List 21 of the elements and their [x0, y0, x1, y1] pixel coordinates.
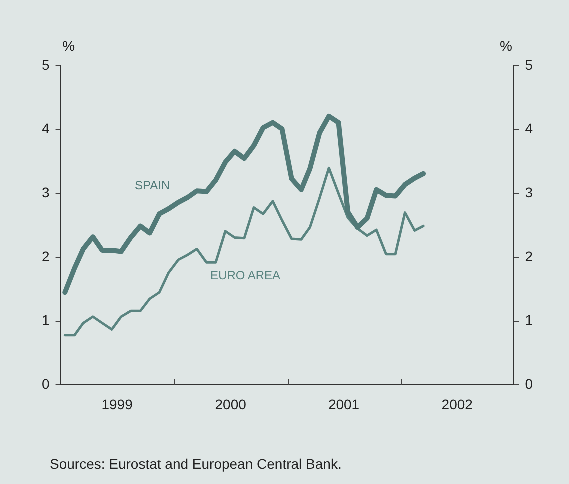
- y-tick-label: 3: [42, 184, 50, 201]
- y2-tick-label: 4: [525, 120, 534, 137]
- y-tick-label: 4: [42, 120, 50, 137]
- y2-tick-label: 2: [525, 248, 534, 264]
- y2-tick-label: 3: [525, 184, 534, 201]
- y2-tick-label: 1: [525, 312, 534, 328]
- x-tick-label: 2001: [328, 396, 360, 412]
- source-note: Sources: Eurostat and European Central Bank.: [50, 456, 342, 472]
- series-label: EURO AREA: [210, 268, 281, 283]
- y-tick-label: 2: [42, 248, 50, 264]
- y-tick-label: 5: [42, 56, 50, 73]
- series-label: SPAIN: [135, 178, 170, 193]
- y2-axis-title: %: [500, 38, 512, 54]
- y-axis-title: %: [62, 38, 76, 54]
- x-tick-label: 2002: [442, 396, 474, 412]
- y2-tick-label: 0: [525, 376, 534, 392]
- y-tick-label: 1: [42, 312, 50, 328]
- x-tick-label: 1999: [102, 396, 134, 412]
- y2-tick-label: 5: [525, 56, 534, 73]
- y-tick-label: 0: [42, 376, 50, 392]
- x-tick-label: 2000: [215, 396, 247, 412]
